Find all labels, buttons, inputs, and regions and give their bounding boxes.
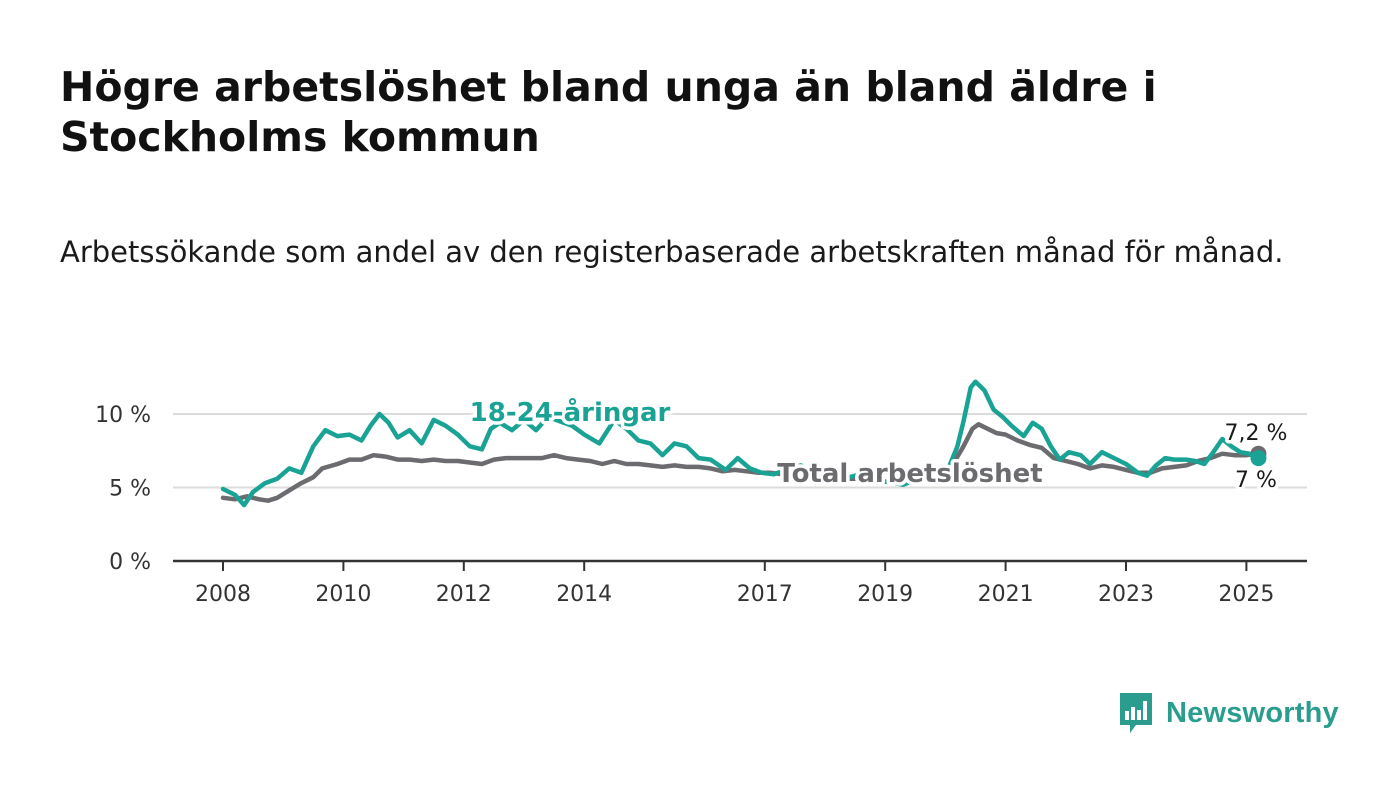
x-tick-label: 2017 [737,582,793,607]
x-axis-ticks: 2008 2010 2012 2014 2017 2019 2021 2023 2025 [195,561,1274,607]
x-tick-label: 2021 [978,582,1034,607]
series-label-total: Total arbetslöshet [777,459,1042,489]
x-tick-label: 2010 [315,582,371,607]
y-tick-label: 5 % [109,477,151,502]
series-label-youth: 18-24-åringar [470,396,671,428]
y-axis-ticks: 0 % 5 % 10 % [95,403,151,575]
x-tick-label: 2023 [1098,582,1154,607]
y-tick-label: 0 % [109,550,151,575]
series-lines [220,379,1267,508]
x-tick-label: 2025 [1218,582,1274,607]
series-line-total [220,422,1261,503]
series-end-dot-youth [1250,450,1267,467]
newsworthy-chat-bar-icon [1120,693,1152,733]
x-tick-label: 2019 [857,582,913,607]
series-line-youth [220,379,1261,508]
gridlines [173,413,1307,563]
chart-subtitle: Arbetssökande som andel av den registerb… [60,235,1284,269]
y-tick-label: 10 % [95,403,151,428]
chart-title: Högre arbetslöshet bland unga än bland ä… [60,63,1157,161]
end-value-total: 7,2 % [1225,421,1288,446]
x-tick-label: 2012 [436,582,492,607]
end-value-youth: 7 % [1235,468,1277,493]
x-tick-label: 2008 [195,582,251,607]
x-tick-label: 2014 [556,582,612,607]
series-labels: 18-24-åringar Total arbetslöshet 7,2 % 7 % [466,393,1291,497]
brand-logo: Newsworthy [1118,690,1339,736]
brand-name: Newsworthy [1166,696,1339,729]
